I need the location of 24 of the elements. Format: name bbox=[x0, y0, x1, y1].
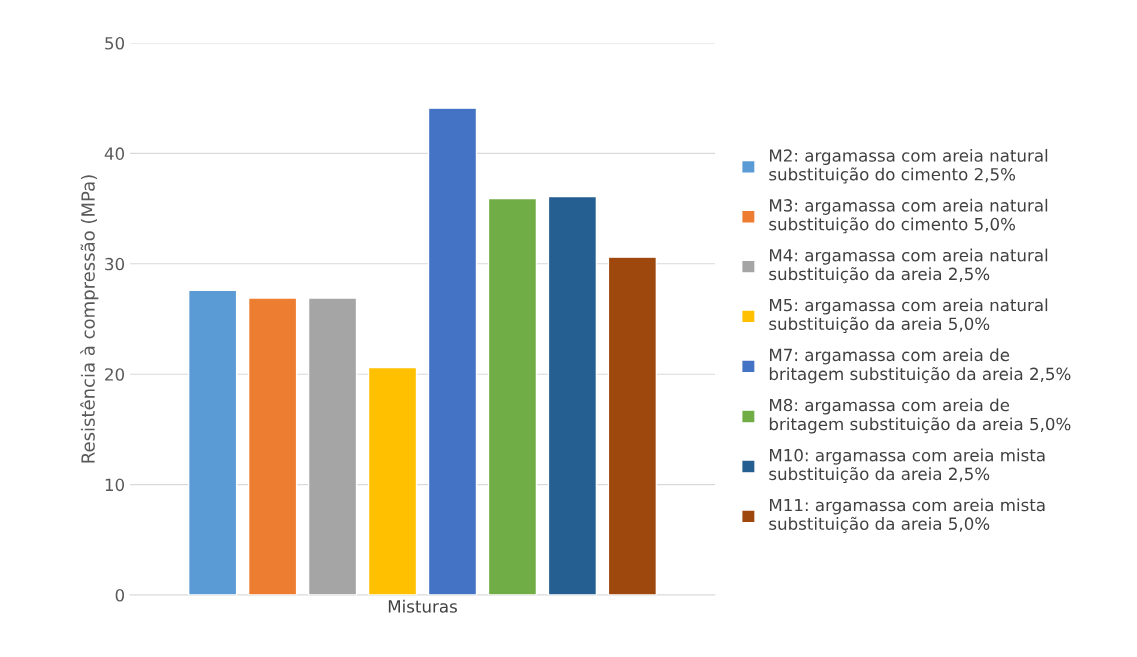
legend-label: M2: argamassa com areia natural substituição do cimento 2,5% bbox=[769, 148, 1048, 184]
bar bbox=[487, 197, 538, 595]
legend-label: M7: argamassa com areia de britagem substituição da areia 2,5% bbox=[769, 348, 1071, 384]
y-tick-label: 50 bbox=[105, 36, 125, 50]
legend-label: M5: argamassa com areia natural substituição da areia 5,0% bbox=[769, 298, 1048, 334]
y-tick-label: 30 bbox=[105, 257, 125, 271]
y-tick-label: 10 bbox=[105, 478, 125, 492]
legend-label: M4: argamassa com areia natural substituição da areia 2,5% bbox=[769, 248, 1048, 284]
legend-label: M3: argamassa com areia natural substituição do cimento 5,0% bbox=[769, 198, 1048, 234]
y-axis-title: Resistência à compressão (MPa) bbox=[80, 175, 99, 463]
bar bbox=[307, 297, 358, 595]
bar bbox=[247, 297, 298, 595]
bar bbox=[607, 256, 658, 595]
y-tick-label: 0 bbox=[115, 588, 125, 602]
x-tick-label: Misturas bbox=[388, 599, 457, 613]
bar bbox=[187, 289, 238, 595]
y-tick-label: 40 bbox=[104, 147, 125, 160]
legend-label: M11: argamassa com areia mista substituição da areia 5,0% bbox=[769, 498, 1045, 533]
legend-label: M10: argamassa com areia mista substituição da areia 2,5% bbox=[769, 448, 1045, 484]
bar bbox=[547, 195, 598, 595]
bar bbox=[367, 366, 418, 595]
bar bbox=[427, 107, 478, 595]
y-tick-label: 20 bbox=[105, 368, 125, 381]
legend-label: M8: argamassa com areia de britagem substituição da areia 5,0% bbox=[769, 398, 1071, 434]
